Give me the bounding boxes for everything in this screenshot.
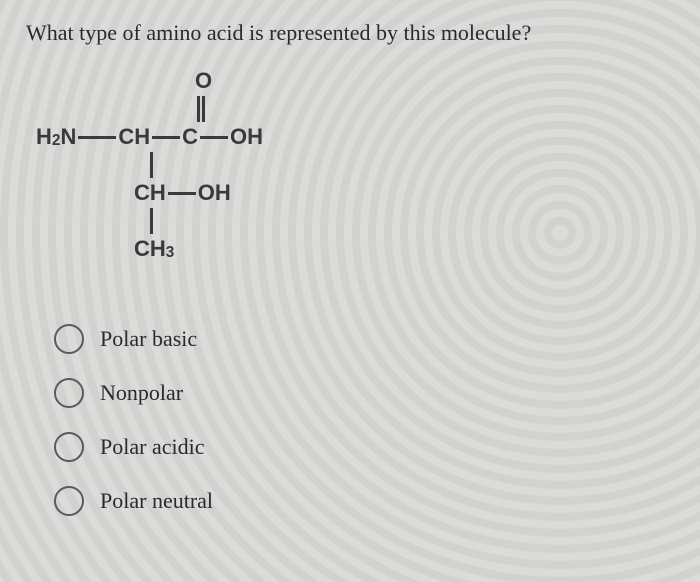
radio-icon (54, 378, 84, 408)
radio-icon (54, 432, 84, 462)
atom-n: N (60, 126, 76, 148)
atom-oh: OH (230, 126, 263, 148)
atom-h: H (36, 126, 52, 148)
bond-h (78, 136, 116, 139)
atom-o: O (195, 70, 212, 92)
atom-ch-alpha: CH (118, 126, 150, 148)
option-label: Polar neutral (100, 488, 213, 514)
molecule-structure: O H2N CH C OH CH OH (36, 66, 674, 264)
sub-3: 3 (166, 245, 175, 260)
bond-v (150, 152, 153, 178)
option-label: Nonpolar (100, 380, 183, 406)
double-bond (197, 96, 205, 122)
atom-ch3: CH (134, 238, 166, 260)
radio-icon (54, 486, 84, 516)
option-nonpolar[interactable]: Nonpolar (54, 378, 674, 408)
option-polar-basic[interactable]: Polar basic (54, 324, 674, 354)
atom-c: C (182, 126, 198, 148)
option-label: Polar acidic (100, 434, 204, 460)
bond-v (150, 208, 153, 234)
bond-h (200, 136, 228, 139)
bond-h (168, 192, 196, 195)
option-label: Polar basic (100, 326, 197, 352)
bond-h (152, 136, 180, 139)
content-area: What type of amino acid is represented b… (0, 0, 700, 560)
sub-2: 2 (52, 133, 61, 148)
question-text: What type of amino acid is represented b… (26, 20, 674, 46)
radio-icon (54, 324, 84, 354)
atom-oh-side: OH (198, 182, 231, 204)
option-polar-acidic[interactable]: Polar acidic (54, 432, 674, 462)
options-group: Polar basic Nonpolar Polar acidic Polar … (54, 324, 674, 516)
atom-ch-side: CH (134, 182, 166, 204)
option-polar-neutral[interactable]: Polar neutral (54, 486, 674, 516)
